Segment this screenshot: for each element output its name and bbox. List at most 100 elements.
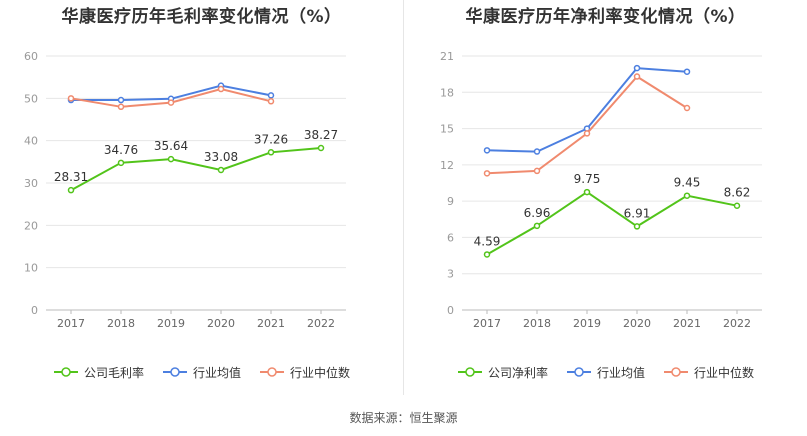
y-tick-label: 60 bbox=[24, 50, 38, 63]
panel-divider bbox=[403, 0, 404, 395]
industry-median-data-point bbox=[583, 130, 591, 137]
company-data-label: 34.76 bbox=[104, 143, 138, 157]
company-data-label: 8.62 bbox=[724, 186, 751, 200]
x-tick-label: 2017 bbox=[57, 317, 85, 330]
net-margin-chart-panel: 华康医疗历年净利率变化情况（%） 0 3 6 9 12 15 18 21 2017 2018 201… bbox=[404, 0, 807, 395]
legend-label: 行业均值 bbox=[192, 365, 241, 380]
company-series-line bbox=[486, 190, 738, 256]
industry-avg-data-point bbox=[483, 147, 491, 154]
x-tick-label: 2019 bbox=[157, 317, 185, 330]
legend-item-industry-avg[interactable]: 行业均值 bbox=[566, 364, 645, 381]
net-margin-chart: 0 3 6 9 12 15 18 21 2017 2018 2019 2020 2021 2022 4.59… bbox=[440, 50, 762, 330]
gross-margin-chart-title: 华康医疗历年毛利率变化情况（%） bbox=[61, 7, 342, 27]
company-data-point bbox=[533, 222, 541, 230]
company-data-point bbox=[683, 192, 691, 199]
legend-marker-dot bbox=[574, 367, 584, 377]
gross-margin-chart-panel: 华康医疗历年毛利率变化情况（%） 0 10 20 30 40 50 60 2017 2018 20… bbox=[0, 0, 403, 395]
legend-marker-dot bbox=[267, 367, 277, 377]
legend-marker-icon bbox=[260, 367, 284, 377]
gross-margin-chart: 0 10 20 30 40 50 60 2017 2018 2019 2020 2021 2022 28.… bbox=[24, 50, 346, 330]
legend-item-industry-median[interactable]: 行业中位数 bbox=[663, 364, 754, 381]
company-data-label: 9.75 bbox=[574, 172, 601, 186]
y-tick-label: 6 bbox=[447, 231, 454, 244]
legend-marker-icon bbox=[53, 367, 78, 377]
industry-median-data-point bbox=[683, 104, 691, 112]
company-data-label: 9.45 bbox=[674, 176, 701, 190]
company-data-label: 4.59 bbox=[474, 234, 501, 248]
x-tick-label: 2022 bbox=[307, 317, 335, 330]
legend-marker-icon bbox=[457, 367, 482, 377]
data-source-note: 数据来源：恒生聚源 bbox=[349, 411, 458, 425]
company-data-point bbox=[633, 223, 641, 230]
legend-item-company[interactable]: 公司毛利率 bbox=[53, 364, 144, 381]
legend-item-industry-avg[interactable]: 行业均值 bbox=[162, 364, 241, 381]
industry-median-data-point bbox=[267, 98, 275, 105]
company-data-label: 38.27 bbox=[304, 128, 338, 142]
y-tick-label: 0 bbox=[31, 304, 38, 317]
company-data-point bbox=[217, 166, 225, 174]
legend-item-industry-median[interactable]: 行业中位数 bbox=[259, 364, 350, 381]
industry-median-data-point bbox=[167, 99, 175, 106]
x-tick-label: 2020 bbox=[623, 317, 651, 330]
industry-median-data-point bbox=[117, 103, 125, 111]
net-margin-legend: 公司净利率 行业均值 行业中位数 bbox=[404, 362, 807, 382]
y-tick-label: 18 bbox=[440, 86, 454, 99]
company-data-label: 35.64 bbox=[154, 139, 188, 153]
company-data-point bbox=[733, 202, 741, 209]
company-series-line bbox=[70, 147, 322, 192]
industry-median-series-line bbox=[486, 75, 688, 175]
legend-label: 公司毛利率 bbox=[83, 365, 144, 380]
legend-marker-icon bbox=[566, 367, 591, 377]
y-tick-label: 30 bbox=[24, 177, 38, 190]
y-tick-label: 3 bbox=[447, 268, 454, 281]
company-data-label: 6.91 bbox=[624, 206, 651, 220]
industry-avg-data-point bbox=[633, 64, 641, 72]
company-data-label: 37.26 bbox=[254, 132, 288, 146]
y-tick-label: 20 bbox=[24, 219, 38, 232]
company-data-point bbox=[317, 144, 325, 152]
company-data-label: 28.31 bbox=[54, 170, 88, 184]
legend-item-company[interactable]: 公司净利率 bbox=[457, 364, 548, 381]
legend-marker-dot bbox=[671, 367, 681, 377]
legend-marker-icon bbox=[664, 367, 688, 377]
x-tick-label: 2021 bbox=[673, 317, 701, 330]
x-tick-label: 2018 bbox=[523, 317, 551, 330]
y-tick-label: 50 bbox=[24, 92, 38, 105]
y-tick-label: 0 bbox=[447, 304, 454, 317]
x-tick-label: 2022 bbox=[723, 317, 751, 330]
industry-avg-data-point bbox=[683, 68, 691, 75]
legend-label: 行业中位数 bbox=[694, 365, 755, 380]
y-tick-label: 12 bbox=[440, 159, 454, 172]
x-tick-label: 2018 bbox=[107, 317, 135, 330]
y-tick-label: 9 bbox=[447, 195, 454, 208]
company-data-point bbox=[267, 149, 275, 156]
industry-avg-data-point bbox=[117, 96, 125, 104]
company-data-label: 33.08 bbox=[204, 150, 238, 164]
company-data-point bbox=[67, 186, 75, 194]
x-tick-label: 2020 bbox=[207, 317, 235, 330]
legend-label: 行业均值 bbox=[596, 365, 645, 380]
y-tick-label: 10 bbox=[24, 262, 38, 275]
net-margin-chart-title: 华康医疗历年净利率变化情况（%） bbox=[465, 7, 746, 27]
legend-label: 公司净利率 bbox=[487, 365, 548, 380]
legend-label: 行业中位数 bbox=[290, 365, 351, 380]
legend-marker-dot bbox=[170, 367, 180, 377]
legend-marker-dot bbox=[465, 367, 475, 377]
company-data-point bbox=[583, 188, 591, 196]
legend-marker-icon bbox=[162, 367, 187, 377]
x-tick-label: 2019 bbox=[573, 317, 601, 330]
industry-median-data-point bbox=[217, 85, 225, 93]
x-tick-label: 2021 bbox=[257, 317, 285, 330]
industry-avg-data-point bbox=[267, 92, 275, 99]
gross-margin-legend: 公司毛利率 行业均值 行业中位数 bbox=[0, 362, 403, 382]
company-data-label: 6.96 bbox=[524, 206, 551, 220]
company-data-point bbox=[483, 251, 491, 258]
legend-marker-dot bbox=[61, 367, 71, 377]
industry-median-data-point bbox=[483, 170, 491, 177]
industry-avg-data-point bbox=[533, 148, 541, 155]
company-data-point bbox=[117, 159, 125, 167]
industry-median-data-point bbox=[633, 73, 641, 80]
industry-median-data-point bbox=[533, 167, 541, 175]
y-tick-label: 15 bbox=[440, 123, 454, 136]
y-tick-label: 40 bbox=[24, 135, 38, 148]
